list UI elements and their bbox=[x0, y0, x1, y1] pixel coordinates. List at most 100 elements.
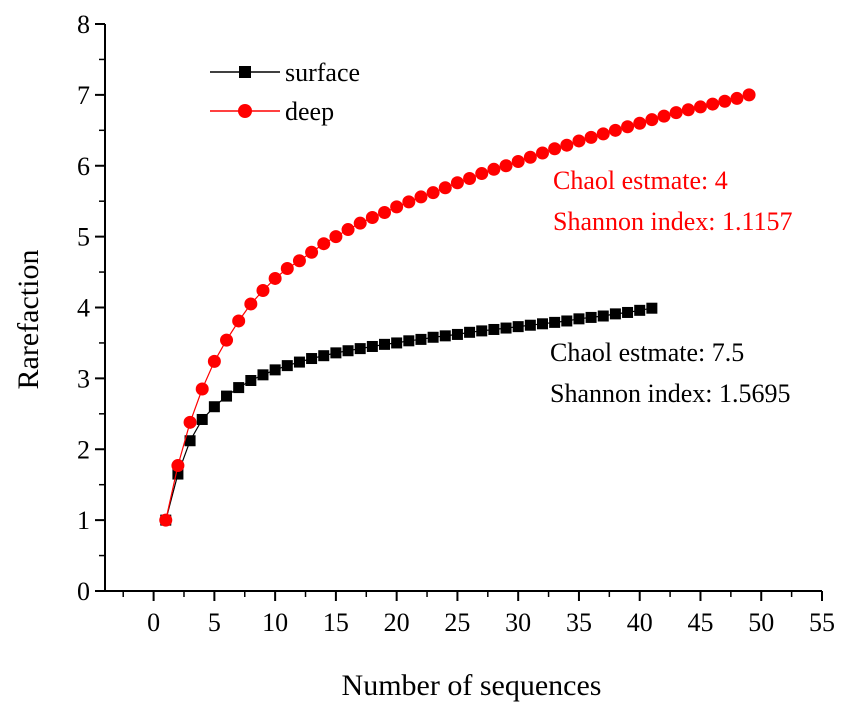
series-deep-point bbox=[560, 138, 574, 152]
series-surface-point bbox=[573, 313, 585, 325]
series-deep-point bbox=[207, 354, 221, 368]
series-deep-point bbox=[450, 176, 464, 190]
series-deep-point bbox=[499, 159, 513, 173]
x-tick-label: 30 bbox=[505, 608, 531, 637]
series-deep-point bbox=[487, 162, 501, 176]
legend-item-surface: surface bbox=[210, 58, 360, 87]
x-tick-label: 40 bbox=[627, 608, 653, 637]
x-tick-label: 35 bbox=[566, 608, 592, 637]
series-surface-point bbox=[500, 322, 512, 334]
series-deep-point bbox=[256, 283, 270, 297]
series-deep-point bbox=[621, 120, 635, 134]
series-surface-point bbox=[549, 316, 561, 328]
series-deep-point bbox=[645, 113, 659, 127]
series-surface-point bbox=[476, 325, 488, 337]
series-surface-point bbox=[403, 335, 415, 347]
series-deep-point bbox=[171, 459, 185, 473]
series-deep-point bbox=[305, 245, 319, 259]
series-deep-point bbox=[220, 333, 234, 347]
series-surface-point bbox=[221, 390, 233, 402]
series-surface-point bbox=[379, 338, 391, 350]
y-tick-label: 0 bbox=[77, 577, 90, 606]
series-surface-point bbox=[233, 382, 245, 394]
surface-shannon-annotation: Shannon index: 1.5695 bbox=[550, 379, 791, 408]
series-deep-point bbox=[681, 103, 695, 117]
series-deep-point bbox=[584, 130, 598, 144]
x-tick-label: 15 bbox=[323, 608, 349, 637]
series-deep-point bbox=[535, 146, 549, 160]
y-axis-title: Rarefaction bbox=[12, 250, 45, 390]
x-tick-label: 5 bbox=[208, 608, 221, 637]
y-tick-label: 8 bbox=[77, 10, 90, 39]
series-surface-point bbox=[609, 308, 621, 320]
series-surface-point bbox=[366, 340, 378, 352]
y-tick-label: 6 bbox=[77, 152, 90, 181]
series-deep-point bbox=[402, 195, 416, 209]
x-axis-ticks: 0 5 10 15 20 25 30 35 40 45 50 55 bbox=[122, 591, 835, 637]
series-deep-point bbox=[159, 513, 173, 527]
series-deep-point bbox=[317, 237, 331, 251]
series-surface-point bbox=[488, 323, 500, 335]
y-tick-label: 5 bbox=[77, 223, 90, 252]
series-surface-point bbox=[184, 435, 196, 447]
x-axis-title: Number of sequences bbox=[342, 669, 602, 702]
y-tick-label: 4 bbox=[77, 294, 90, 323]
series-surface-point bbox=[208, 401, 220, 413]
series-deep-point bbox=[280, 262, 294, 276]
series-deep-point bbox=[438, 181, 452, 195]
series-surface-point bbox=[245, 375, 257, 387]
x-tick-label: 50 bbox=[748, 608, 774, 637]
series-deep-point bbox=[378, 206, 392, 220]
series-surface-point bbox=[536, 318, 548, 330]
series-surface-point bbox=[464, 326, 476, 338]
deep-shannon-annotation: Shannon index: 1.1157 bbox=[553, 207, 793, 236]
series-deep-point bbox=[548, 142, 562, 156]
series-surface-point bbox=[257, 369, 269, 381]
series-surface-point bbox=[561, 315, 573, 327]
series-surface-point bbox=[306, 353, 318, 365]
series-surface-point bbox=[391, 337, 403, 349]
series-deep-point bbox=[426, 186, 440, 200]
x-tick-label: 55 bbox=[809, 608, 835, 637]
y-tick-label: 1 bbox=[77, 506, 90, 535]
series-deep-point bbox=[608, 123, 622, 137]
legend-deep-label: deep bbox=[285, 97, 334, 126]
series-surface-point bbox=[622, 306, 634, 318]
series-deep-point bbox=[475, 167, 489, 181]
y-tick-label: 2 bbox=[77, 435, 90, 464]
series-deep-point bbox=[693, 100, 707, 114]
series-surface-point bbox=[354, 343, 366, 355]
series-surface-point bbox=[281, 360, 293, 372]
x-tick-label: 25 bbox=[444, 608, 470, 637]
legend: surface deep bbox=[210, 58, 360, 126]
series-deep-point bbox=[414, 190, 428, 204]
surface-chao-annotation: Chaol estmate: 7.5 bbox=[550, 338, 744, 367]
x-tick-label: 0 bbox=[147, 608, 160, 637]
series-surface-point bbox=[427, 331, 439, 343]
series-deep-point bbox=[633, 116, 647, 130]
y-axis-ticks: 0 1 2 3 4 5 6 7 8 bbox=[77, 10, 105, 606]
annotations: Chaol estmate: 4 Shannon index: 1.1157 C… bbox=[550, 166, 793, 408]
series-surface-point bbox=[646, 302, 658, 314]
series-deep-point bbox=[292, 254, 306, 268]
series-deep-point bbox=[268, 271, 282, 285]
series-deep-point bbox=[390, 200, 404, 214]
deep-chao-annotation: Chaol estmate: 4 bbox=[553, 166, 728, 195]
legend-surface-square-marker bbox=[239, 66, 251, 78]
series-surface-point bbox=[634, 304, 646, 316]
x-tick-label: 45 bbox=[687, 608, 713, 637]
y-tick-label: 3 bbox=[77, 364, 90, 393]
series-deep-point bbox=[706, 97, 720, 111]
y-tick-label: 7 bbox=[77, 81, 90, 110]
series-deep-point bbox=[353, 216, 367, 230]
series-deep-point bbox=[511, 154, 525, 168]
legend-item-deep: deep bbox=[210, 97, 334, 126]
series-surface-point bbox=[318, 350, 330, 362]
series-deep-point bbox=[596, 127, 610, 141]
series-deep-point bbox=[244, 297, 258, 311]
series-surface-point bbox=[172, 468, 184, 480]
series-surface-point bbox=[439, 330, 451, 342]
legend-surface-label: surface bbox=[285, 58, 360, 87]
series-surface-point bbox=[196, 413, 208, 425]
